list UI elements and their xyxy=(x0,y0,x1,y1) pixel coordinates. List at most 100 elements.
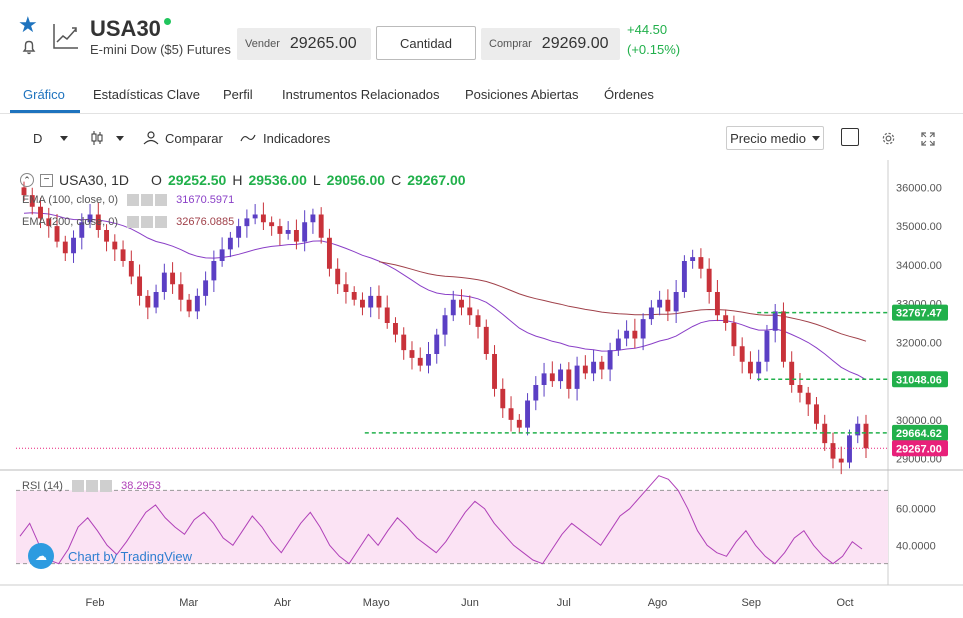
sell-label: Vender xyxy=(245,38,280,50)
candle-body xyxy=(128,261,134,277)
price-type-value: Precio medio xyxy=(730,130,806,146)
ema200-controls[interactable] xyxy=(127,216,168,229)
candle-body xyxy=(566,369,572,389)
tab-bar: Gráfico Estadísticas Clave Perfil Instru… xyxy=(0,84,963,114)
tradingview-badge[interactable]: ☁ Chart by TradingView xyxy=(28,542,192,570)
time-axis-label: Oct xyxy=(836,597,853,609)
candle-body xyxy=(170,272,176,285)
candle-body xyxy=(772,311,778,331)
candle-body xyxy=(194,295,200,312)
candle-body xyxy=(21,187,27,196)
candle-body xyxy=(203,280,209,296)
tab-perfil[interactable]: Perfil xyxy=(223,87,253,102)
rsi-line xyxy=(19,475,863,565)
tab-instrumentos-relacionados[interactable]: Instrumentos Relacionados xyxy=(282,87,440,102)
candle-body xyxy=(558,369,564,382)
price-level-label: 29664.62 xyxy=(896,428,942,440)
indicators-button[interactable]: Indicadores xyxy=(240,126,330,150)
rsi-controls[interactable] xyxy=(72,480,113,493)
chevron-down-icon xyxy=(811,135,820,141)
candle-body xyxy=(459,299,464,308)
price-axis-label: 35000.00 xyxy=(896,221,942,233)
candle-body xyxy=(681,261,687,292)
price-level-tag xyxy=(892,371,948,388)
bell-icon[interactable] xyxy=(20,38,38,56)
candle-body xyxy=(731,323,737,347)
candle-body xyxy=(599,361,605,370)
candle-body xyxy=(516,419,522,428)
buy-button[interactable]: Comprar 29269.00 xyxy=(481,28,620,60)
gear-icon[interactable] xyxy=(881,131,896,146)
candle-body xyxy=(450,299,456,316)
high-value: 29536.00 xyxy=(248,172,307,188)
candle-body xyxy=(417,357,423,366)
tab-posiciones-abiertas[interactable]: Posiciones Abiertas xyxy=(465,87,579,102)
candle-body xyxy=(847,435,852,463)
price-type-dropdown[interactable]: Precio medio xyxy=(726,126,824,150)
ema200-value: 32676.0885 xyxy=(176,216,235,228)
compare-button[interactable]: Comparar xyxy=(143,126,223,150)
buy-price: 29269.00 xyxy=(541,35,609,52)
candle-body xyxy=(104,230,110,242)
candle-body xyxy=(293,230,299,242)
favorite-star-icon[interactable]: ★ xyxy=(18,12,38,37)
candle-body xyxy=(714,292,720,316)
candle-body xyxy=(582,365,588,374)
interval-dropdown[interactable]: D xyxy=(33,126,69,150)
candle-body xyxy=(830,443,836,459)
candle-body xyxy=(533,385,539,401)
minimize-icon[interactable]: − xyxy=(40,173,53,187)
candle-body xyxy=(698,257,704,269)
tradingview-badge-text: Chart by TradingView xyxy=(68,548,193,564)
chart-area[interactable]: 36000.00 35000.00 34000.00 33000.00 32000.00… xyxy=(0,160,963,618)
price-level-label: 32767.47 xyxy=(896,308,942,320)
active-tab-indicator xyxy=(10,110,80,113)
candle-body xyxy=(483,326,489,354)
price-axis-label: 30000.00 xyxy=(896,415,942,427)
ema100-label: EMA (100, close, 0) xyxy=(22,194,118,206)
candle-body xyxy=(343,284,349,292)
candle-body xyxy=(153,292,159,308)
fullscreen-toggle-checkbox[interactable] xyxy=(841,128,859,146)
tab-estadisticas-clave[interactable]: Estadísticas Clave xyxy=(93,87,200,102)
open-value: 29252.50 xyxy=(167,172,227,188)
candle-body xyxy=(747,361,753,374)
candle-body xyxy=(739,346,745,362)
candle-body xyxy=(401,334,407,351)
tab-grafico[interactable]: Gráfico xyxy=(23,87,65,102)
price-axis-label: 34000.00 xyxy=(896,260,942,272)
candle-body xyxy=(285,230,291,234)
close-label: C xyxy=(391,172,402,188)
candle-body xyxy=(277,226,283,234)
candle-body xyxy=(442,315,448,335)
candle-body xyxy=(615,338,621,351)
candle-body xyxy=(508,408,514,420)
legend-symbol-interval: USA30, 1D xyxy=(59,172,130,188)
candle-body xyxy=(368,295,374,308)
time-axis-label: Feb xyxy=(86,597,105,609)
chevron-down-icon xyxy=(60,135,69,141)
ema100-line xyxy=(23,212,867,381)
rsi-value: 38.2953 xyxy=(121,480,161,492)
current-price-label: 29267.00 xyxy=(896,443,942,455)
candle-body xyxy=(855,423,861,436)
candle-body xyxy=(434,334,440,354)
price-axis-label: 32000.00 xyxy=(896,337,942,349)
ema100-controls[interactable] xyxy=(127,194,168,207)
quantity-input[interactable]: Cantidad xyxy=(376,26,476,60)
time-axis-label: Mar xyxy=(179,597,198,609)
close-value: 29267.00 xyxy=(407,172,466,188)
chart-type-dropdown[interactable] xyxy=(90,126,124,150)
candle-body xyxy=(310,214,316,223)
tab-ordenes[interactable]: Órdenes xyxy=(604,87,654,102)
sell-button[interactable]: Vender 29265.00 xyxy=(237,28,371,60)
collapse-legend-icon[interactable]: ⌃ xyxy=(20,173,34,187)
candle-body xyxy=(318,214,324,238)
candle-body xyxy=(137,276,143,296)
price-chart[interactable]: 36000.0035000.0034000.0033000.0032000.00… xyxy=(0,160,963,618)
candle-body xyxy=(492,354,497,389)
candle-body xyxy=(640,319,646,339)
candle-body xyxy=(219,249,225,261)
candle-body xyxy=(665,299,671,312)
expand-icon[interactable] xyxy=(921,132,935,146)
